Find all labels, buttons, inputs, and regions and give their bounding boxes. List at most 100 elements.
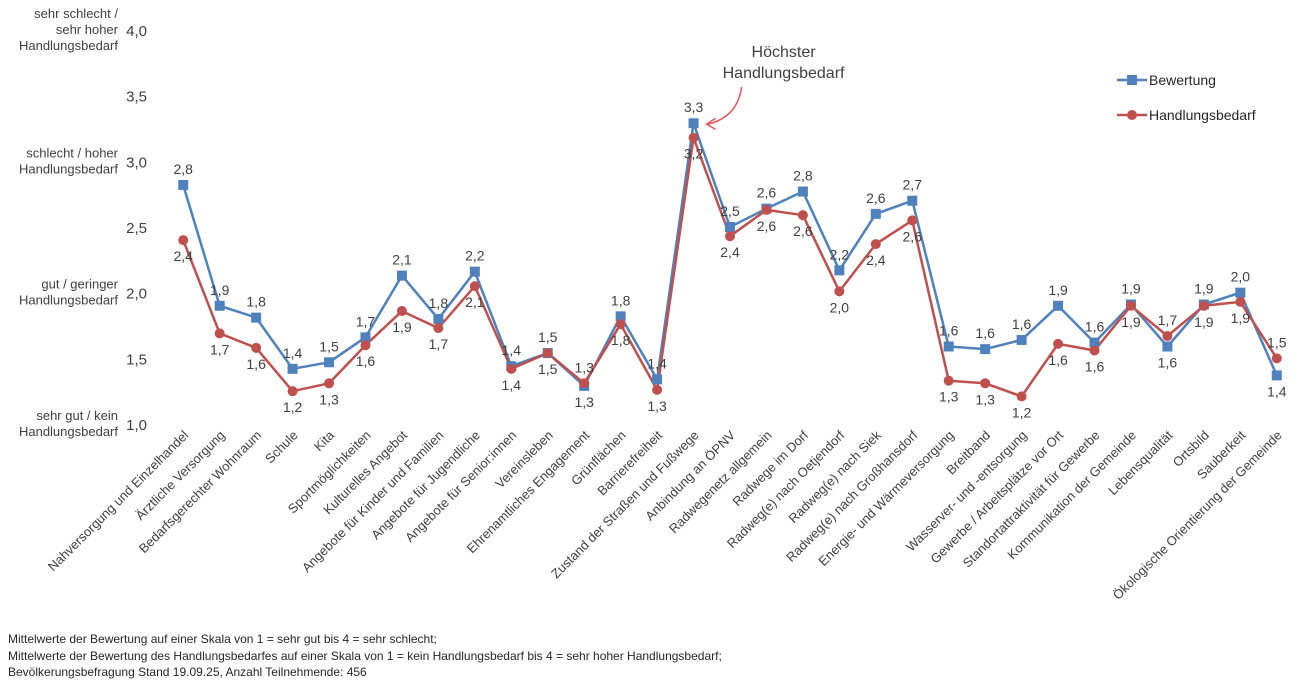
bewertung-data-label: 2,2 [830,246,850,262]
handlungsbedarf-data-label: 1,5 [538,361,558,377]
bewertung-data-label: 1,9 [1121,280,1141,296]
bewertung-data-label: 1,9 [1048,282,1068,298]
handlungsbedarf-data-label: 2,6 [793,223,813,239]
bewertung-marker [360,332,371,343]
y-tick-label: 3,0 [126,154,147,171]
handlungsbedarf-marker [688,132,699,143]
bewertung-marker [1089,337,1100,348]
bewertung-marker [870,208,881,219]
handlungsbedarf-marker [1198,300,1209,311]
handlungsbedarf-data-label: 2,4 [720,244,740,260]
handlungsbedarf-data-label: 3,2 [684,146,704,162]
handlungsbedarf-data-label: 1,3 [975,391,995,407]
bewertung-marker [943,341,954,352]
handlungsbedarf-data-label: 1,3 [574,359,594,375]
handlungsbedarf-data-label: 2,1 [465,294,485,310]
y-tick-label: 2,0 [126,286,147,303]
y-category-label: Handlungsbedarf [19,161,118,176]
handlungsbedarf-marker [506,363,517,374]
handlungsbedarf-data-label: 1,6 [1048,352,1068,368]
handlungsbedarf-marker [725,231,735,242]
bewertung-data-label: 2,8 [793,168,813,184]
handlungsbedarf-marker [214,328,225,339]
bewertung-marker [1271,370,1282,381]
handlungsbedarf-marker [1125,300,1136,311]
bewertung-data-label: 1,9 [210,282,230,298]
footnote-line: Bevölkerungsbefragung Stand 19.09.25, An… [8,665,367,679]
bewertung-data-label: 2,6 [866,190,886,206]
y-tick-label: 1,5 [126,351,147,368]
bewertung-data-label: 1,8 [611,292,631,308]
y-category-label: Handlungsbedarf [19,38,118,53]
handlungsbedarf-marker [652,384,663,395]
y-tick-label: 2,5 [126,220,147,237]
annotation-arrowhead [705,117,716,130]
handlungsbedarf-marker [1271,353,1282,364]
bewertung-data-label: 2,0 [1231,269,1251,285]
bewertung-marker [396,270,407,281]
bewertung-data-label: 1,6 [1158,355,1178,371]
handlungsbedarf-marker [396,306,407,317]
handlungsbedarf-marker [980,378,991,389]
bewertung-marker [980,344,991,355]
x-tick-label: Gewerbe / Arbeitsplätze vor Ort [927,427,1066,566]
bewertung-data-label: 2,2 [465,248,485,264]
handlungsbedarf-marker [1016,391,1027,402]
handlungsbedarf-data-label: 1,7 [1158,312,1178,328]
handlungsbedarf-marker [542,348,553,359]
annotation-text: Höchster [752,44,817,61]
legend-marker [1127,75,1137,85]
footnote-line: Mittelwerte der Bewertung des Handlungsb… [8,648,722,663]
handlungsbedarf-marker [324,378,335,389]
handlungsbedarf-marker [834,286,845,297]
y-category-label: schlecht / hoher [26,145,118,160]
bewertung-marker [688,118,699,129]
footnote-line: Mittelwerte der Bewertung auf einer Skal… [8,632,437,646]
annotation-arrow [707,86,743,125]
handlungsbedarf-data-label: 2,0 [830,299,850,315]
bewertung-marker [1162,341,1173,352]
handlungsbedarf-data-label: 1,7 [429,336,449,352]
handlungsbedarf-marker [1162,331,1173,342]
bewertung-marker [433,313,444,324]
bewertung-data-label: 1,3 [574,394,594,410]
y-tick-label: 1,0 [126,417,147,434]
handlungsbedarf-marker [469,281,480,292]
bewertung-data-label: 1,8 [246,294,266,310]
handlungsbedarf-data-label: 2,4 [866,252,886,268]
bewertung-data-label: 2,7 [903,177,923,193]
handlungsbedarf-data-label: 1,3 [319,391,339,407]
handlungsbedarf-data-label: 1,6 [356,353,376,369]
handlungsbedarf-data-label: 1,9 [1121,314,1141,330]
bewertung-data-label: 1,4 [1267,383,1287,399]
handlungsbedarf-marker [178,235,189,246]
y-category-label: sehr schlecht / [34,6,118,21]
handlungsbedarf-data-label: 1,9 [1231,310,1251,326]
handlungsbedarf-marker [870,239,881,250]
bewertung-marker [615,311,626,322]
handlungsbedarf-data-label: 1,5 [1267,334,1287,350]
bewertung-marker [251,312,262,323]
bewertung-marker [1053,300,1064,311]
x-tick-label: Schule [262,428,301,467]
bewertung-data-label: 1,8 [429,295,449,311]
bewertung-data-label: 1,6 [975,325,995,341]
y-tick-label: 4,0 [126,23,147,40]
y-category-label: sehr hoher [56,22,119,37]
y-tick-label: 3,5 [126,89,147,106]
x-tick-label: Ökologische Orientierung der Gemeinde [1110,428,1285,603]
bewertung-data-label: 1,4 [283,345,303,361]
bewertung-marker [178,179,189,190]
handlungsbedarf-marker [251,342,262,353]
handlungsbedarf-data-label: 1,7 [210,341,230,357]
series-line-handlungsbedarf [182,136,1278,398]
bewertung-data-label: 2,1 [392,252,412,268]
bewertung-marker [214,300,225,311]
handlungsbedarf-data-label: 1,3 [647,398,667,414]
bewertung-marker [907,195,918,206]
handlungsbedarf-data-label: 2,6 [757,218,777,234]
y-category-label: gut / geringer [41,277,118,292]
handlungsbedarf-data-label: 1,8 [611,332,631,348]
bewertung-data-label: 1,6 [1085,319,1105,335]
